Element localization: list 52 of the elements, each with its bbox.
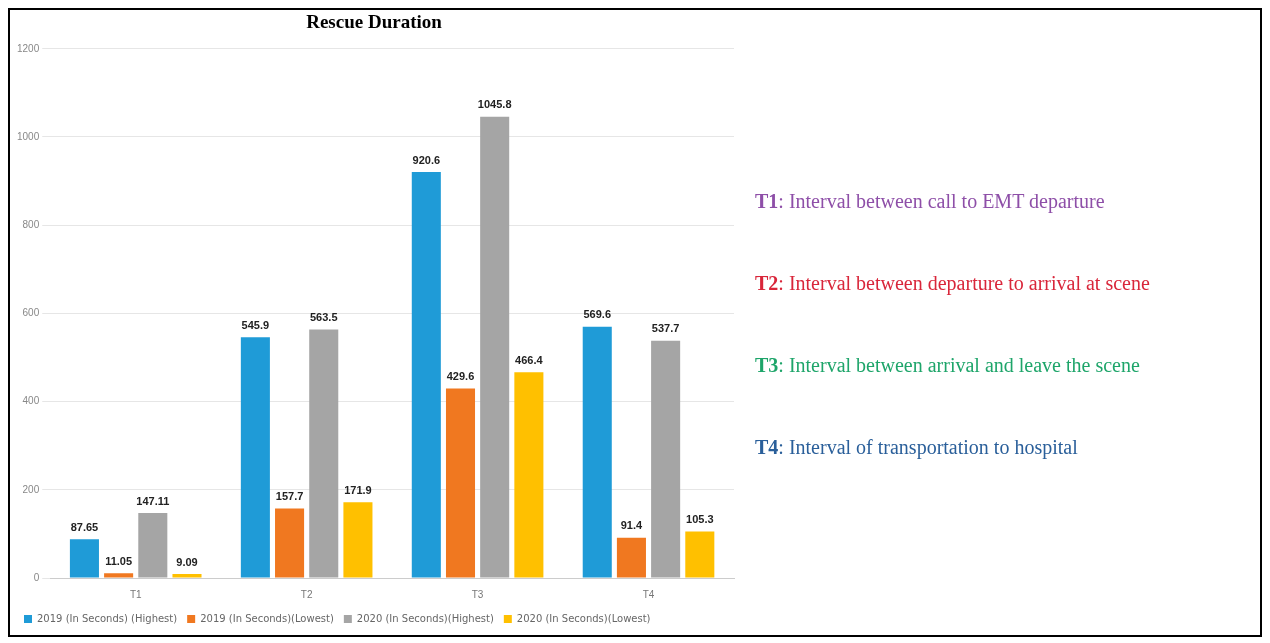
data-label: 11.05 [105,554,133,567]
y-tick-label: 800 [22,218,40,230]
bar [275,508,305,578]
data-label: 1045.8 [477,98,512,111]
data-label: 105.3 [686,513,714,526]
bar [514,372,544,578]
bar [685,531,715,578]
data-label: 157.7 [275,489,304,502]
data-label: 569.6 [583,308,612,321]
text: T1: Interval between call to EMT departure [755,190,1106,215]
y-tick-label: 0 [33,571,40,583]
bar [309,329,339,578]
data-label: 87.65 [70,520,99,533]
data-label: 171.9 [344,483,372,496]
bar [240,337,270,578]
bar [480,116,510,578]
data-label: 429.6 [446,370,475,383]
x-tick-label: T4 [642,588,655,600]
text: T3: Interval between arrival and leave the scene [755,354,1141,378]
bar [138,513,168,578]
bar [411,172,441,578]
y-tick-label: 600 [22,307,40,319]
bar [104,573,134,578]
data-label: 545.9 [241,318,270,331]
chart-title: Rescue Duration [306,11,443,33]
bar [172,573,202,578]
bar [445,388,476,578]
legend-label: 2019 (In Seconds) (Highest) [37,612,178,624]
y-tick-label: 400 [22,395,40,407]
y-tick-label: 1200 [17,42,40,54]
data-label: 9.09 [176,555,198,568]
x-tick-label: T2 [300,588,313,600]
data-label: 147.11 [136,494,170,507]
x-tick-label: T3 [471,588,484,600]
data-label: 91.4 [620,519,644,532]
text: T4: Interval of transportation to hospital [755,436,1079,461]
bar [69,539,99,578]
text: T2: Interval between departure to arrival at scene [755,272,1151,297]
x-tick-label: T1 [129,588,142,600]
data-label: 537.7 [651,322,680,335]
bar [582,326,612,578]
data-label: 920.6 [412,153,441,166]
bar [616,537,646,578]
legend-label: 2020 (In Seconds)(Lowest) [516,612,651,624]
y-tick-label: 200 [22,483,40,495]
legend-label: 2019 (In Seconds)(Lowest) [200,612,334,624]
data-label: 563.5 [309,311,338,324]
bar [343,502,373,578]
bar [651,340,681,578]
y-tick-label: 1000 [17,130,40,142]
legend-label: 2020 (In Seconds)(Highest) [356,612,494,624]
data-label: 466.4 [515,353,544,366]
